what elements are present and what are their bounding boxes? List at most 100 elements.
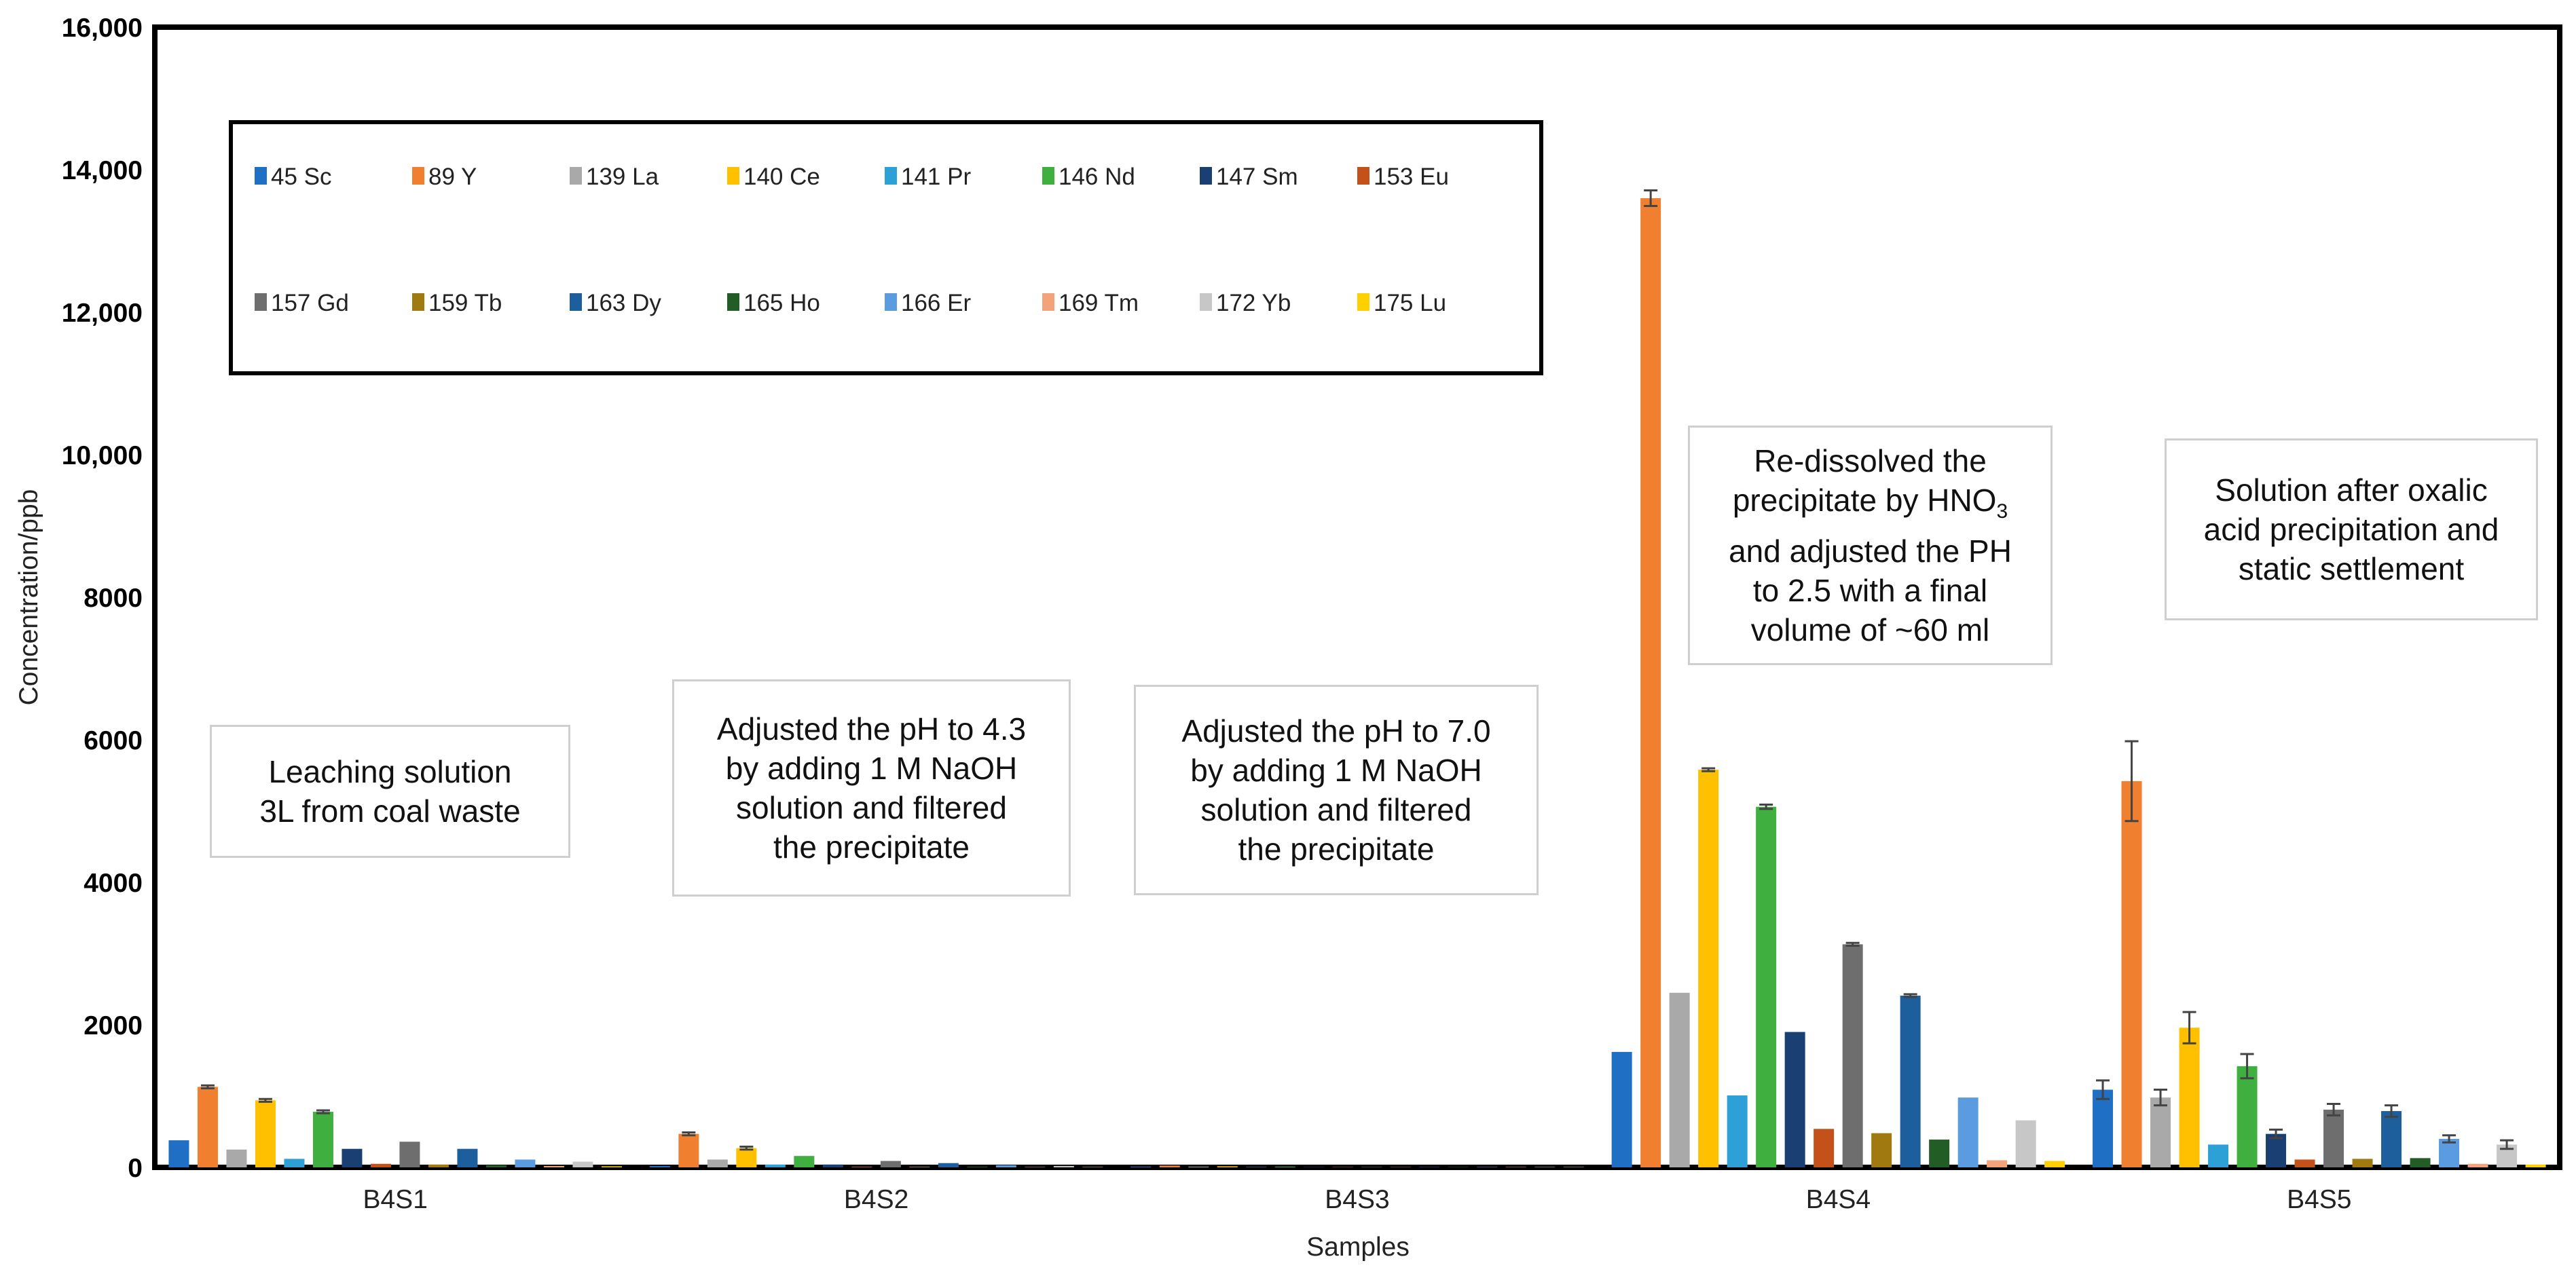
y-axis-ticks: 0 2000 4000 6000 8000 10,000 12,000 14,000 16,00… xyxy=(62,14,143,1183)
x-category-label: B4S4 xyxy=(1806,1185,1871,1214)
bar-b4s1 xyxy=(515,1159,536,1167)
bar-b4s3 xyxy=(1564,1167,1584,1168)
bar-b4s5 xyxy=(2179,1028,2200,1167)
bar-b4s5 xyxy=(2150,1097,2171,1167)
y-tick-label: 4000 xyxy=(84,869,143,898)
bar-b4s3 xyxy=(1448,1167,1469,1168)
annotation-b4s5-line: acid precipitation and xyxy=(2203,512,2499,547)
bar-b4s4 xyxy=(1669,992,1690,1167)
x-axis-categories: B4S1 B4S2 B4S3 B4S4 B4S5 xyxy=(363,1185,2351,1214)
y-tick-label: 8000 xyxy=(84,584,143,613)
legend-label: 159 Tb xyxy=(428,290,502,316)
legend-swatch xyxy=(1042,293,1054,311)
bar-b4s1 xyxy=(399,1142,420,1167)
bar-b4s2 xyxy=(1053,1165,1074,1167)
annotation-b4s1: Leaching solution 3L from coal waste xyxy=(210,725,570,858)
bar-b4s1 xyxy=(342,1148,363,1167)
legend-label: 157 Gd xyxy=(271,290,349,316)
legend-label: 172 Yb xyxy=(1216,290,1291,316)
annotation-b4s2-line: by adding 1 M NaOH xyxy=(725,751,1018,786)
legend-swatch xyxy=(1042,167,1054,185)
annotation-b4s4-line: volume of ~60 ml xyxy=(1750,612,1990,648)
legend-label: 147 Sm xyxy=(1216,164,1298,190)
bar-b4s1 xyxy=(197,1087,218,1167)
annotation-b4s2-line: solution and filtered xyxy=(736,790,1007,825)
legend-swatch xyxy=(885,167,897,185)
annotation-b4s5: Solution after oxalic acid precipitation… xyxy=(2165,438,2538,620)
x-category-label: B4S1 xyxy=(363,1185,427,1214)
legend: 45 Sc 89 Y 139 La 140 Ce 141 Pr 146 Nd 147 Sm 1… xyxy=(229,120,1543,375)
legend-swatch xyxy=(412,167,424,185)
bar-b4s2 xyxy=(822,1164,843,1167)
bar-b4s2 xyxy=(880,1161,901,1167)
bar-b4s4 xyxy=(1698,770,1719,1167)
legend-label: 141 Pr xyxy=(901,164,971,190)
legend-label: 45 Sc xyxy=(271,164,332,190)
bar-b4s2 xyxy=(736,1148,757,1167)
legend-label: 166 Er xyxy=(901,290,971,316)
bar-b4s4 xyxy=(2015,1120,2036,1167)
annotation-b4s1-line: Leaching solution xyxy=(268,754,512,789)
legend-swatch xyxy=(1200,167,1212,185)
y-tick-label: 2000 xyxy=(84,1011,143,1040)
bar-b4s4 xyxy=(1987,1160,2008,1167)
bar-b4s2 xyxy=(794,1156,815,1167)
x-category-label: B4S5 xyxy=(2287,1185,2351,1214)
bar-b4s4 xyxy=(1871,1133,1892,1167)
legend-swatch xyxy=(570,293,582,311)
annotation-b4s3-line: the precipitate xyxy=(1238,831,1435,867)
annotation-b4s4-line: to 2.5 with a final xyxy=(1752,573,1988,609)
legend-swatch xyxy=(727,167,739,185)
bar-b4s5 xyxy=(2208,1144,2229,1167)
legend-label: 139 La xyxy=(586,164,659,190)
x-axis-title: Samples xyxy=(1306,1233,1410,1262)
legend-swatch xyxy=(255,167,267,185)
bar-b4s1 xyxy=(226,1149,247,1167)
bar-b4s2 xyxy=(765,1164,786,1167)
bar-b4s5 xyxy=(2525,1164,2546,1167)
bar-b4s1 xyxy=(543,1165,564,1167)
annotation-b4s5-line: static settlement xyxy=(2238,551,2465,586)
x-category-label: B4S3 xyxy=(1325,1185,1389,1214)
annotation-b4s4-line: and adjusted the PH xyxy=(1729,533,2012,569)
error-bars-layer xyxy=(200,189,2514,1151)
y-tick-label: 14,000 xyxy=(62,156,143,185)
bar-b4s2 xyxy=(995,1165,1016,1167)
legend-label: 175 Lu xyxy=(1374,290,1446,316)
bar-b4s4 xyxy=(1929,1140,1950,1167)
annotation-b4s2-line: the precipitate xyxy=(773,829,970,865)
bar-b4s5 xyxy=(2237,1066,2258,1167)
bar-b4s1 xyxy=(284,1159,305,1167)
y-tick-label: 12,000 xyxy=(62,299,143,328)
bar-b4s4 xyxy=(1756,806,1777,1167)
annotation-b4s1-line: 3L from coal waste xyxy=(259,793,521,829)
annotation-b4s3-line: by adding 1 M NaOH xyxy=(1190,753,1482,788)
bar-b4s5 xyxy=(2439,1139,2460,1167)
bar-b4s1 xyxy=(168,1140,189,1167)
bar-b4s5 xyxy=(2093,1089,2114,1167)
bar-b4s4 xyxy=(1842,944,1863,1167)
plot-frame xyxy=(152,24,2562,1170)
bar-b4s3 xyxy=(1506,1167,1526,1168)
bar-b4s4 xyxy=(2044,1161,2065,1167)
annotation-b4s3-line: solution and filtered xyxy=(1200,792,1472,827)
legend-label: 146 Nd xyxy=(1059,164,1135,190)
bar-b4s5 xyxy=(2266,1133,2287,1167)
bar-b4s1 xyxy=(601,1166,622,1167)
legend-swatch xyxy=(1357,167,1369,185)
legend-label: 153 Eu xyxy=(1374,164,1449,190)
annotation-b4s2-line: Adjusted the pH to 4.3 xyxy=(716,711,1027,747)
bars-layer xyxy=(168,198,2546,1168)
legend-label: 165 Ho xyxy=(743,290,820,316)
legend-label: 163 Dy xyxy=(586,290,661,316)
annotation-b4s3-line: Adjusted the pH to 7.0 xyxy=(1181,713,1491,749)
bar-b4s4 xyxy=(1611,1051,1632,1167)
bar-b4s5 xyxy=(2352,1159,2373,1167)
y-tick-label: 0 xyxy=(128,1154,143,1183)
x-category-label: B4S2 xyxy=(844,1185,908,1214)
annotation-b4s4-line: precipitate by HNO3 xyxy=(1704,481,2037,531)
bar-b4s3 xyxy=(1217,1166,1238,1167)
y-tick-label: 6000 xyxy=(84,726,143,755)
bar-b4s4 xyxy=(1900,995,1921,1167)
